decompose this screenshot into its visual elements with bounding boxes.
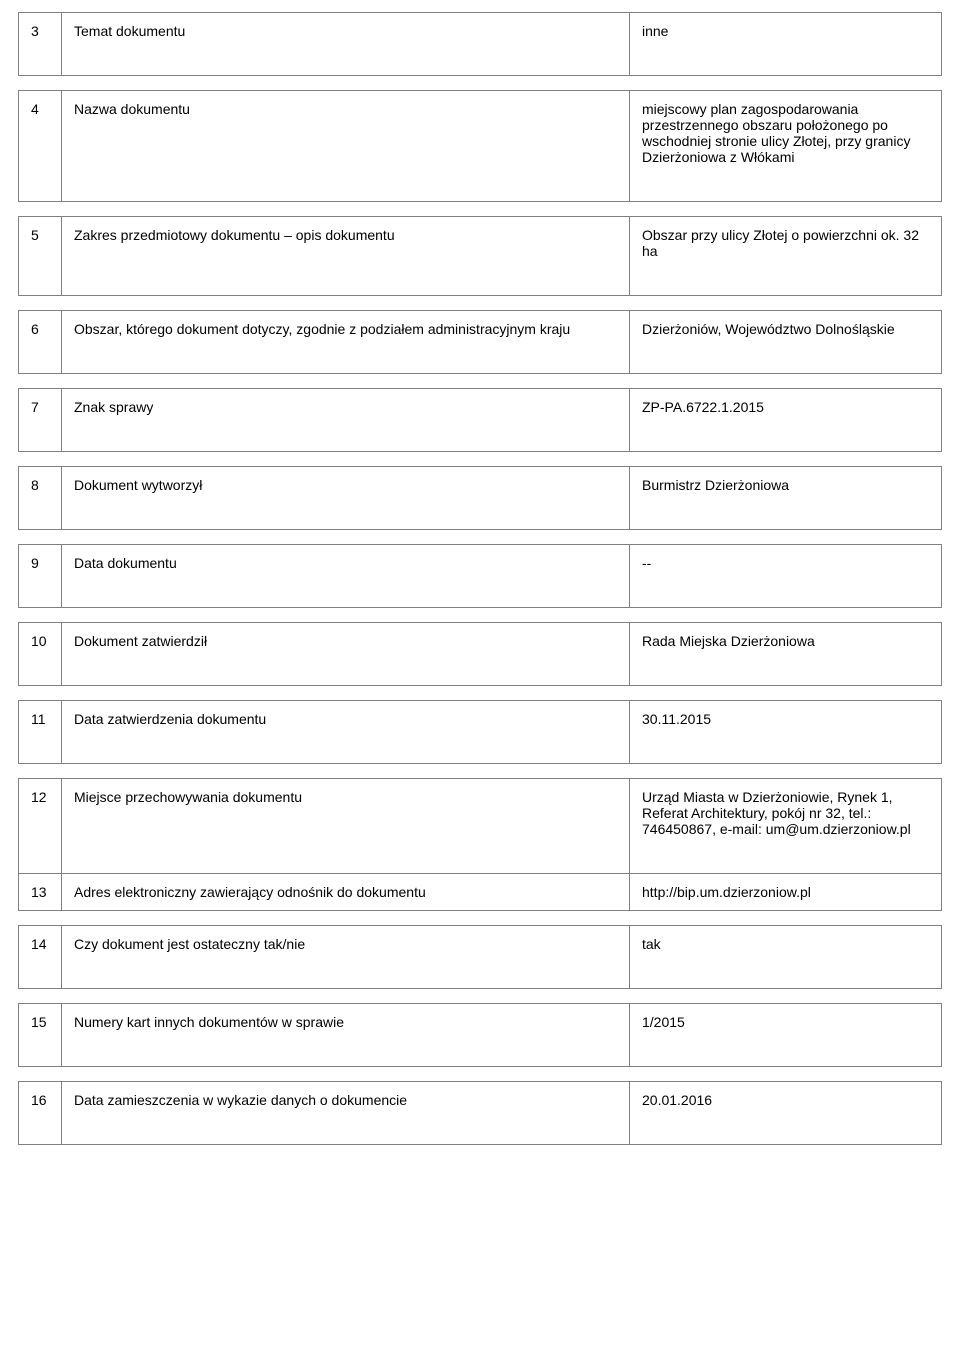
row-number: 6 bbox=[18, 310, 62, 374]
row-number: 3 bbox=[18, 12, 62, 76]
row-number: 14 bbox=[18, 925, 62, 989]
row-label: Nazwa dokumentu bbox=[62, 90, 630, 202]
row-value: Rada Miejska Dzierżoniowa bbox=[630, 622, 942, 686]
row-number: 15 bbox=[18, 1003, 62, 1067]
row-value: http://bip.um.dzierzoniow.pl bbox=[630, 874, 942, 911]
row-label: Data zatwierdzenia dokumentu bbox=[62, 700, 630, 764]
table-row: 7 Znak sprawy ZP-PA.6722.1.2015 bbox=[18, 388, 942, 452]
row-value: ZP-PA.6722.1.2015 bbox=[630, 388, 942, 452]
table-row: 6 Obszar, którego dokument dotyczy, zgod… bbox=[18, 310, 942, 374]
row-number: 5 bbox=[18, 216, 62, 296]
row-value: -- bbox=[630, 544, 942, 608]
table-row: 4 Nazwa dokumentu miejscowy plan zagospo… bbox=[18, 90, 942, 202]
row-value: 1/2015 bbox=[630, 1003, 942, 1067]
row-value: Burmistrz Dzierżoniowa bbox=[630, 466, 942, 530]
row-label: Dokument wytworzył bbox=[62, 466, 630, 530]
table-row: 12 Miejsce przechowywania dokumentu Urzą… bbox=[18, 778, 942, 874]
row-label: Data dokumentu bbox=[62, 544, 630, 608]
row-label: Znak sprawy bbox=[62, 388, 630, 452]
row-label: Temat dokumentu bbox=[62, 12, 630, 76]
table-row: 9 Data dokumentu -- bbox=[18, 544, 942, 608]
row-number: 10 bbox=[18, 622, 62, 686]
table-row: 10 Dokument zatwierdził Rada Miejska Dzi… bbox=[18, 622, 942, 686]
row-number: 11 bbox=[18, 700, 62, 764]
row-number: 13 bbox=[18, 874, 62, 911]
row-number: 7 bbox=[18, 388, 62, 452]
row-number: 8 bbox=[18, 466, 62, 530]
row-value: tak bbox=[630, 925, 942, 989]
table-row: 16 Data zamieszczenia w wykazie danych o… bbox=[18, 1081, 942, 1145]
row-value: Obszar przy ulicy Złotej o powierzchni o… bbox=[630, 216, 942, 296]
row-value: Urząd Miasta w Dzierżoniowie, Rynek 1, R… bbox=[630, 778, 942, 874]
table-row: 5 Zakres przedmiotowy dokumentu – opis d… bbox=[18, 216, 942, 296]
table-row: 15 Numery kart innych dokumentów w spraw… bbox=[18, 1003, 942, 1067]
row-label: Obszar, którego dokument dotyczy, zgodni… bbox=[62, 310, 630, 374]
row-label: Miejsce przechowywania dokumentu bbox=[62, 778, 630, 874]
row-label: Czy dokument jest ostateczny tak/nie bbox=[62, 925, 630, 989]
row-value: 30.11.2015 bbox=[630, 700, 942, 764]
table-row: 14 Czy dokument jest ostateczny tak/nie … bbox=[18, 925, 942, 989]
table-row: 11 Data zatwierdzenia dokumentu 30.11.20… bbox=[18, 700, 942, 764]
table-row: 3 Temat dokumentu inne bbox=[18, 12, 942, 76]
row-value: inne bbox=[630, 12, 942, 76]
row-number: 16 bbox=[18, 1081, 62, 1145]
row-label: Zakres przedmiotowy dokumentu – opis dok… bbox=[62, 216, 630, 296]
row-label: Numery kart innych dokumentów w sprawie bbox=[62, 1003, 630, 1067]
row-value: 20.01.2016 bbox=[630, 1081, 942, 1145]
table-row: 8 Dokument wytworzył Burmistrz Dzierżoni… bbox=[18, 466, 942, 530]
row-value: Dzierżoniów, Województwo Dolnośląskie bbox=[630, 310, 942, 374]
row-number: 12 bbox=[18, 778, 62, 874]
row-number: 9 bbox=[18, 544, 62, 608]
row-label: Data zamieszczenia w wykazie danych o do… bbox=[62, 1081, 630, 1145]
table-row-group: 12 Miejsce przechowywania dokumentu Urzą… bbox=[18, 778, 942, 911]
table-row: 13 Adres elektroniczny zawierający odnoś… bbox=[18, 874, 942, 911]
row-value: miejscowy plan zagospodarowania przestrz… bbox=[630, 90, 942, 202]
row-number: 4 bbox=[18, 90, 62, 202]
row-label: Dokument zatwierdził bbox=[62, 622, 630, 686]
row-label: Adres elektroniczny zawierający odnośnik… bbox=[62, 874, 630, 911]
